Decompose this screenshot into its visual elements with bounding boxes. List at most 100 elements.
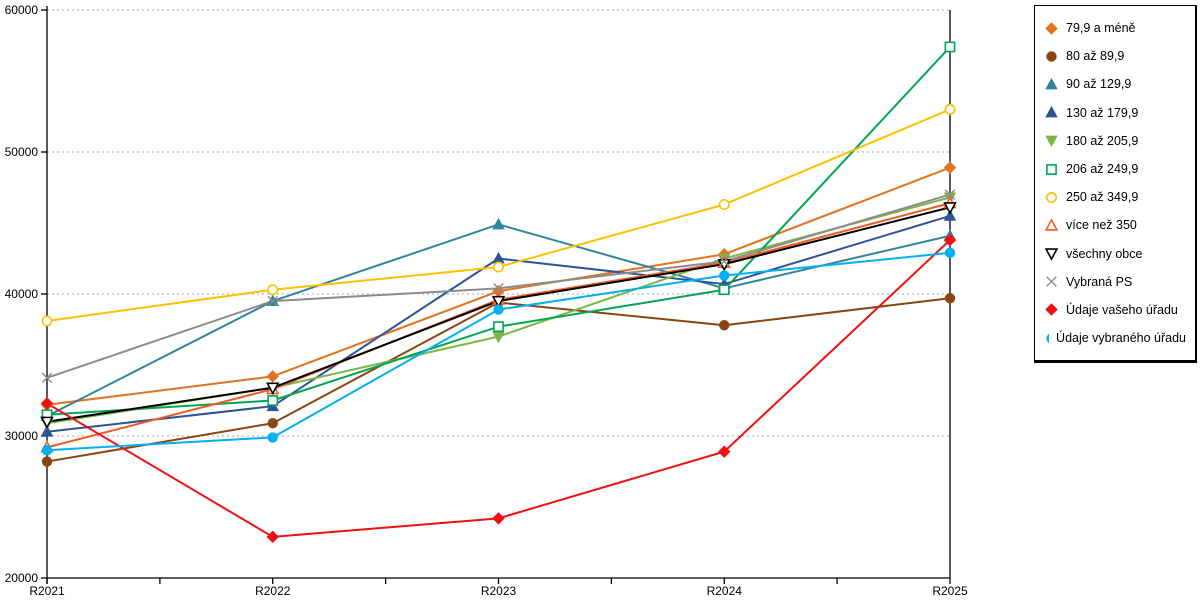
triangle-down-marker-icon [492,331,505,344]
legend-marker-icon [1045,106,1058,118]
circle-marker-icon [41,315,53,327]
x-marker-icon [944,189,956,200]
circle-marker-icon [944,293,956,304]
legend-item: 180 až 205,9 [1044,127,1186,155]
x-marker-icon [718,256,730,267]
legend-item: Vybraná PS [1044,268,1186,296]
legend-item: Údaje vašeho úřadu [1044,296,1186,324]
legend-marker-icon [1046,51,1057,62]
legend-marker-icon [1045,303,1058,317]
circle-marker-icon [493,304,504,315]
triangle-down-marker-icon [943,202,957,215]
triangle-down-marker-icon [40,416,54,430]
diamond-marker-icon [718,445,731,458]
x-axis-tick-label: R2021 [29,584,65,598]
line-chart-canvas: 20000 30000 40000 50000 60000 R2021 R2022 R2023… [5,3,968,598]
triangle-up-marker-icon [492,217,505,230]
x-marker-icon [493,283,504,294]
diamond-marker-icon [40,397,54,410]
legend-marker-icon [1045,135,1058,148]
legend-item: všechny obce [1044,240,1186,268]
circle-marker-icon [41,445,53,456]
legend-item-label: 79,9 a méně [1066,21,1136,36]
diamond-marker-icon [266,370,279,383]
legend-item-label: všechny obce [1066,246,1143,261]
series-line [46,45,951,416]
legend-item-label: 206 až 249,9 [1066,162,1139,177]
triangle-up-marker-icon [1044,218,1059,231]
legend-item: 79,9 a méně [1044,14,1186,42]
y-axis-tick-label: 20000 [5,571,39,585]
legend-item-label: Vybraná PS [1066,274,1133,289]
circle-marker-icon [267,418,278,429]
legend-item-label: Údaje vybraného úřadu [1056,331,1186,346]
circle-marker-icon [944,103,956,115]
legend-marker-icon [1045,77,1058,90]
circle-marker-icon [718,199,730,211]
legend-item-label: 250 až 349,9 [1066,190,1139,205]
y-axis-tick-label: 40000 [5,287,39,301]
triangle-down-marker-icon [1044,248,1059,261]
legend-item-label: 180 až 205,9 [1066,133,1139,148]
y-axis-tick-label: 30000 [5,429,39,443]
x-axis-tick-label: R2024 [707,584,743,598]
circle-marker-icon [41,456,53,467]
triangle-up-marker-icon [1045,77,1058,90]
legend-marker-icon [1046,333,1050,343]
legend-marker-icon [1046,191,1057,203]
legend-item: 90 až 129,9 [1044,70,1186,98]
legend-item: více než 350 [1044,211,1186,239]
legend-item: 250 až 349,9 [1044,183,1186,211]
legend-marker-icon [1046,276,1057,288]
diamond-marker-icon [1045,21,1058,35]
x-marker-icon [1046,276,1057,288]
triangle-down-marker-icon [1045,135,1058,148]
diamond-marker-icon [943,161,957,174]
circle-marker-icon [492,261,504,273]
triangle-down-marker-icon [266,382,280,396]
series-line [46,251,951,452]
legend-item: 80 až 89,9 [1044,42,1186,70]
triangle-up-marker-icon [492,251,505,264]
triangle-up-marker-icon [1045,106,1058,118]
circle-marker-icon [719,320,730,331]
legend-item-label: 80 až 89,9 [1066,49,1125,64]
diamond-marker-icon [266,530,279,544]
circle-marker-icon [719,270,730,281]
y-axis-tick-label: 60000 [5,3,39,17]
legend-item-label: 130 až 179,9 [1066,105,1139,120]
x-marker-icon [41,372,53,384]
x-axis-tick-label: R2023 [481,584,517,598]
diamond-marker-icon [943,233,957,247]
square-marker-icon [718,284,730,296]
circle-marker-icon [1046,333,1050,343]
square-marker-icon [1046,163,1057,175]
legend: 79,9 a méně 80 až 89,9 90 až 129,9 130 až 1… [1034,5,1197,364]
legend-item: 206 až 249,9 [1044,155,1186,183]
legend-item: Údaje vybraného úřadu [1044,324,1186,352]
circle-marker-icon [267,284,279,296]
circle-marker-icon [267,432,278,443]
legend-item-label: Údaje vašeho úřadu [1066,302,1178,317]
legend-marker-icon [1046,163,1057,175]
x-marker-icon [267,295,279,307]
triangle-down-marker-icon [491,295,506,309]
legend-marker-icon [1045,21,1058,35]
square-marker-icon [944,41,956,53]
circle-marker-icon [1046,51,1057,62]
legend-item-label: více než 350 [1066,218,1137,233]
x-axis-tick-label: R2025 [932,584,968,598]
legend-item: 130 až 179,9 [1044,99,1186,127]
legend-marker-icon [1044,248,1059,261]
circle-marker-icon [1046,191,1057,203]
diamond-marker-icon [492,512,505,525]
triangle-up-marker-icon [943,209,957,221]
square-marker-icon [267,395,279,406]
square-marker-icon [493,321,504,333]
y-axis-tick-label: 50000 [5,145,39,159]
x-axis-tick-label: R2022 [255,584,291,598]
diamond-marker-icon [1045,303,1058,317]
triangle-up-marker-icon [40,425,54,437]
legend-item-label: 90 až 129,9 [1066,77,1132,92]
